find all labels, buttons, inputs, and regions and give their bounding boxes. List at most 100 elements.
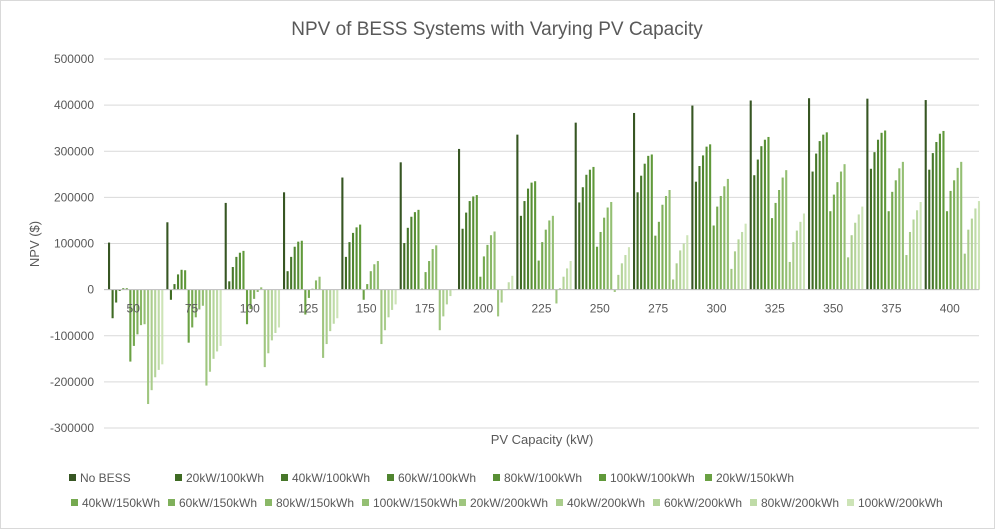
bar	[235, 256, 238, 290]
bar	[781, 177, 784, 290]
bar	[901, 161, 904, 290]
bar	[472, 196, 475, 290]
bar	[788, 261, 791, 290]
bar	[242, 250, 245, 290]
y-tick-label: 400000	[54, 98, 94, 112]
bar	[468, 201, 471, 290]
legend-label: 80kW/200kWh	[761, 496, 839, 510]
bar	[836, 182, 839, 290]
bar	[351, 232, 355, 290]
bar	[709, 144, 712, 290]
bar	[767, 136, 770, 290]
bar	[526, 188, 530, 290]
legend-label: 100kW/200kWh	[858, 496, 943, 510]
chart-title: NPV of BESS Systems with Varying PV Capa…	[291, 19, 703, 40]
bar	[300, 240, 303, 290]
bar	[617, 274, 620, 290]
bar	[348, 242, 351, 290]
bar	[184, 270, 187, 290]
bar	[891, 191, 894, 290]
bar	[647, 155, 650, 290]
bar	[449, 289, 452, 297]
x-tick-label: 50	[127, 302, 141, 316]
bar	[249, 289, 252, 309]
legend-swatch	[69, 474, 76, 481]
bar	[442, 289, 445, 317]
bar	[219, 289, 222, 346]
bar	[756, 159, 759, 290]
bar	[592, 166, 595, 290]
bar	[132, 289, 135, 346]
bar	[741, 231, 744, 290]
bar	[822, 134, 825, 290]
bar	[558, 288, 562, 290]
bar	[763, 139, 766, 290]
bar	[974, 208, 977, 290]
bar	[585, 174, 588, 290]
legend-swatch	[387, 474, 394, 481]
bar	[931, 153, 934, 290]
bar	[654, 235, 657, 290]
bar	[843, 164, 846, 290]
bar	[924, 100, 927, 290]
bar	[675, 263, 678, 290]
bar	[588, 169, 591, 290]
legend-swatch	[847, 499, 854, 506]
bar	[719, 195, 722, 290]
legend-swatch	[459, 499, 466, 506]
bar	[373, 264, 376, 290]
bar	[336, 289, 339, 319]
bar	[640, 175, 643, 290]
legend-label: 20kW/150kWh	[716, 471, 794, 485]
bar	[286, 271, 289, 290]
x-tick-label: 300	[706, 302, 726, 316]
bar	[595, 246, 599, 290]
bar	[231, 267, 234, 290]
bar	[850, 235, 853, 290]
bar	[482, 256, 485, 290]
bar	[314, 280, 318, 290]
bar	[136, 289, 139, 335]
bar	[332, 289, 335, 324]
y-tick-labels: 500000 400000 300000 200000 100000 0 -100000 -2…	[50, 52, 94, 435]
bar	[205, 289, 208, 386]
bar	[657, 221, 660, 290]
bar	[516, 134, 519, 290]
bar	[150, 289, 153, 391]
bar	[555, 289, 558, 304]
bar	[633, 112, 636, 290]
legend-label: 100kW/100kWh	[610, 471, 695, 485]
legend-label: 20kW/100kWh	[186, 471, 264, 485]
bar	[253, 289, 256, 299]
bar	[898, 168, 901, 290]
bar	[122, 288, 125, 290]
legend-label: 80kW/100kWh	[504, 471, 582, 485]
y-axis-title: NPV ($)	[27, 221, 42, 267]
bar	[774, 202, 777, 290]
bar	[808, 98, 811, 290]
bar	[737, 239, 740, 290]
bar	[884, 130, 887, 290]
y-tick-label: 500000	[54, 52, 94, 66]
bar	[139, 289, 143, 326]
bar	[511, 275, 514, 290]
bar	[208, 289, 212, 372]
bar	[187, 289, 190, 343]
bar	[664, 195, 668, 290]
bar	[726, 178, 729, 290]
bar	[461, 228, 464, 290]
bar	[825, 132, 828, 290]
bar	[815, 153, 818, 290]
legend-label: 40kW/200kWh	[567, 496, 645, 510]
legend-label: 80kW/150kWh	[276, 496, 354, 510]
legend-label: 40kW/150kWh	[82, 496, 160, 510]
bar	[613, 289, 616, 292]
bar	[523, 201, 526, 290]
bar	[928, 169, 931, 290]
bar	[387, 289, 390, 318]
bar	[369, 271, 372, 290]
bar	[267, 289, 270, 354]
bar	[479, 276, 482, 290]
bar	[650, 154, 653, 290]
